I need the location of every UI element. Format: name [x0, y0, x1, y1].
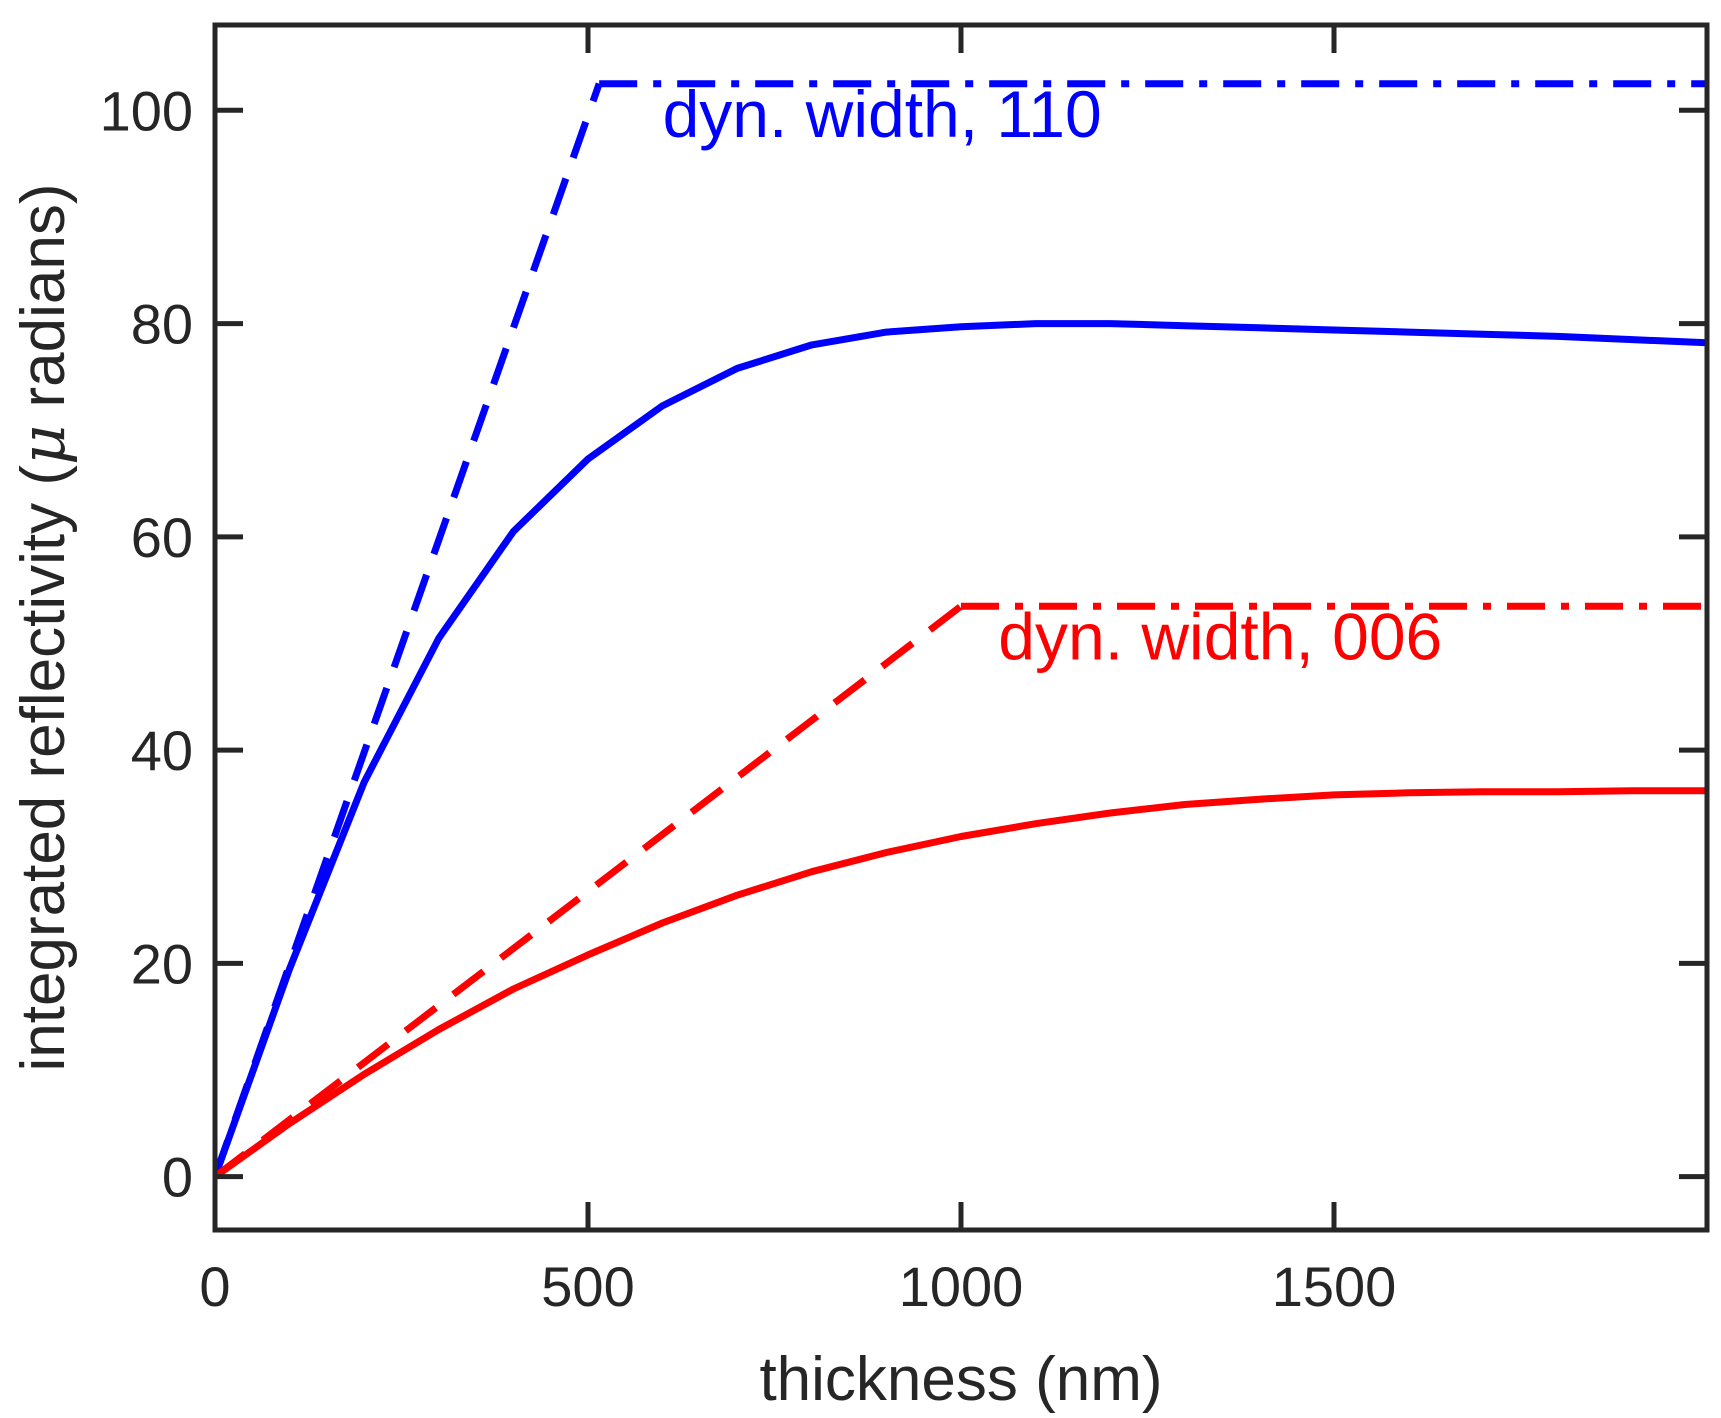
- series-kinematic-limit-006: [215, 603, 964, 1180]
- x-tick-label: 500: [541, 1255, 634, 1318]
- annotation-0: dyn. width, 110: [663, 77, 1102, 151]
- y-axis-title: integrated reflectivity (μ radians): [6, 184, 79, 1072]
- y-axis-title-tail: radians): [9, 184, 78, 425]
- y-tick-label: 60: [131, 506, 193, 569]
- annotations: dyn. width, 110 dyn. width, 006: [663, 77, 1443, 674]
- y-tick-label: 80: [131, 293, 193, 356]
- x-tick-label: 1500: [1272, 1255, 1397, 1318]
- x-axis-title: thickness (nm): [759, 1345, 1162, 1414]
- x-tick-label: 1000: [899, 1255, 1024, 1318]
- series-kinematic-limit-110: [215, 82, 603, 1178]
- series-integrated-reflectivity-006: [215, 787, 1707, 1180]
- y-axis-title-mu: μ: [6, 425, 79, 465]
- y-tick-label: 0: [162, 1146, 193, 1209]
- x-tick-label: 0: [199, 1255, 230, 1318]
- axes-box: [212, 22, 1710, 1233]
- axes: 0 500 1000 1500 0 20 40 60 80 100: [100, 22, 1710, 1318]
- y-tick-label: 20: [131, 932, 193, 995]
- series-integrated-reflectivity-110: [215, 320, 1707, 1178]
- plot-area: [215, 80, 1707, 1180]
- y-tick-label: 40: [131, 719, 193, 782]
- y-axis-title-main: integrated reflectivity (: [9, 465, 78, 1072]
- annotation-1: dyn. width, 006: [998, 599, 1442, 673]
- y-tick-label: 100: [100, 79, 193, 142]
